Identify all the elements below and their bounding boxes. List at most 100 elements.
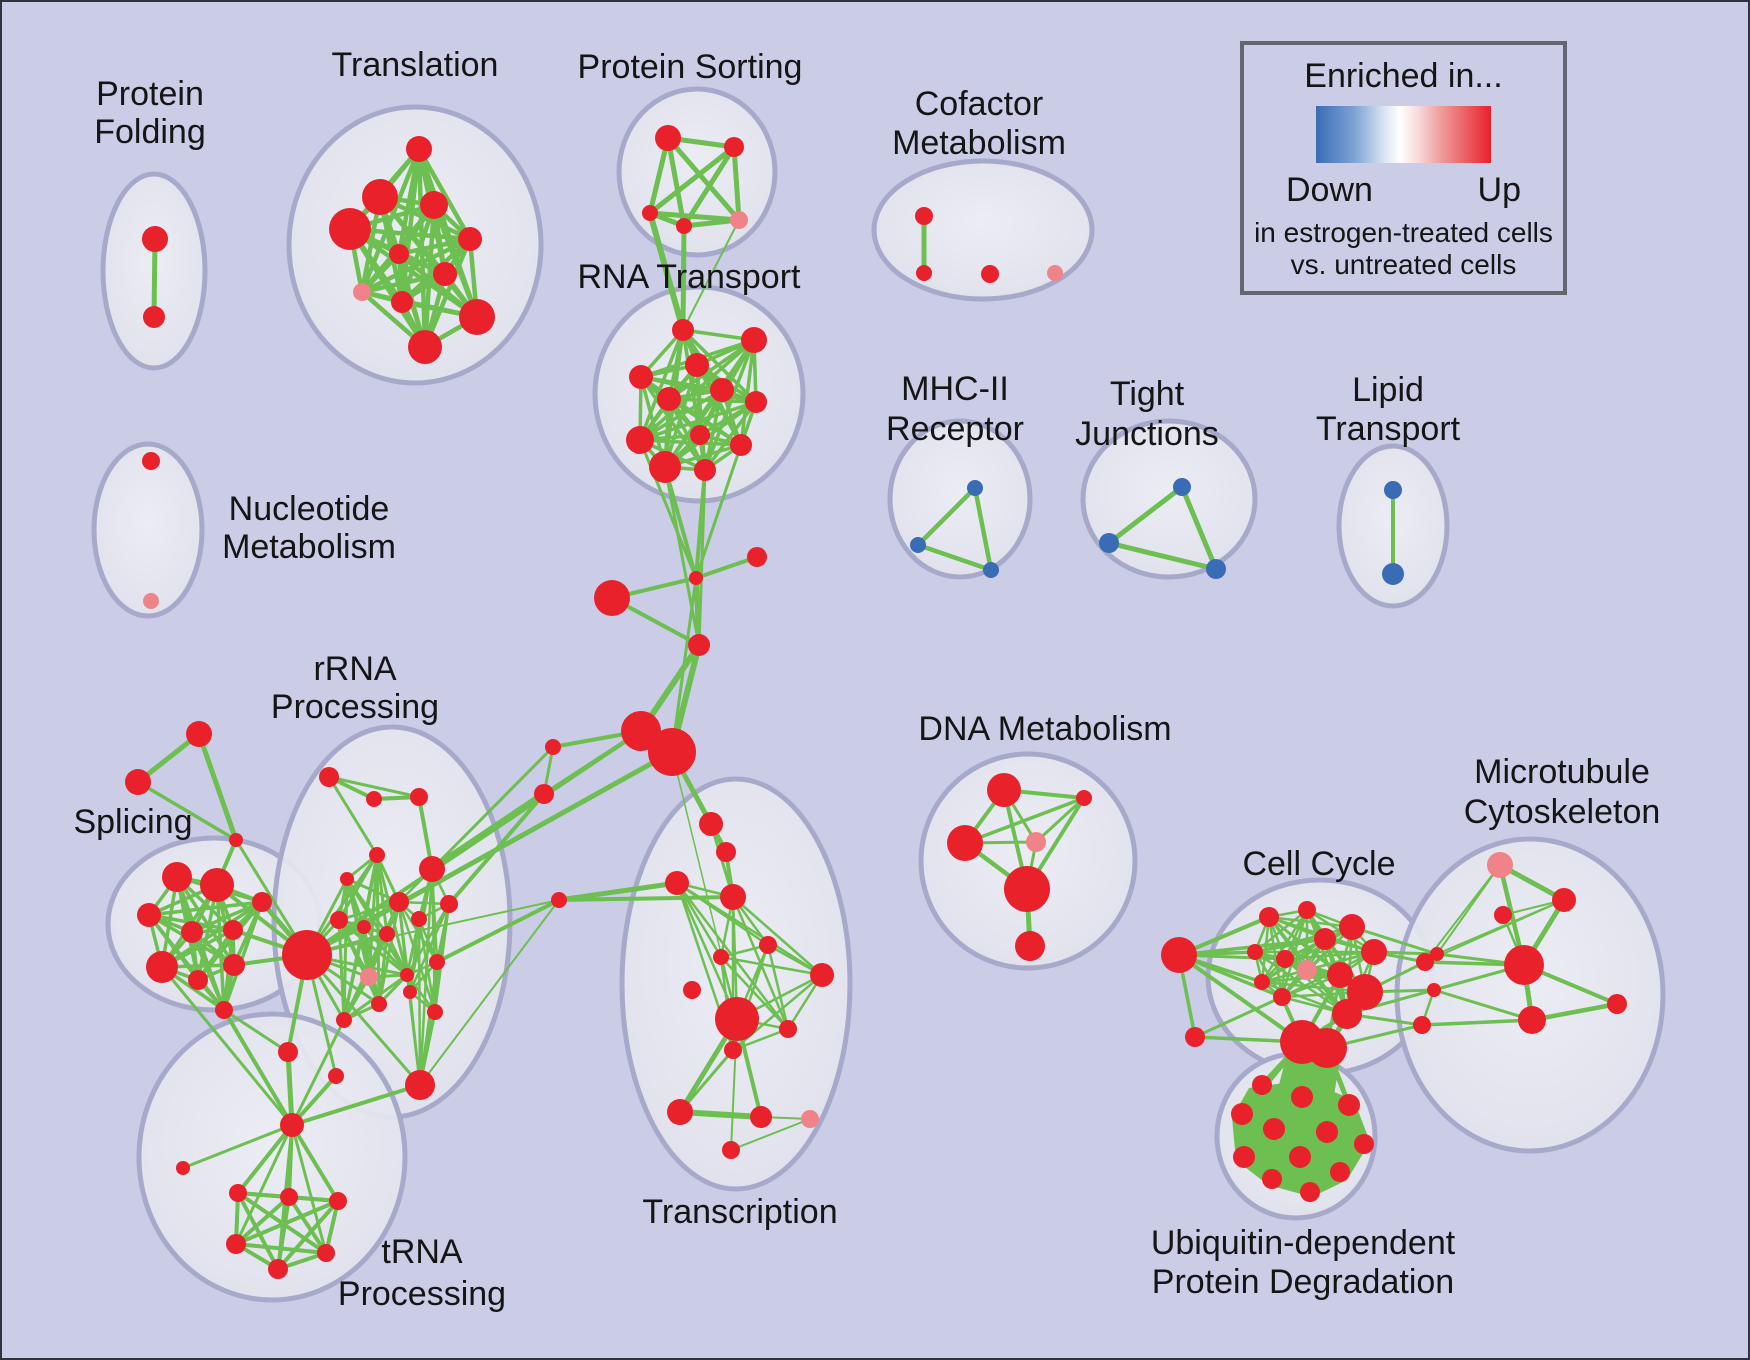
network-node-x2 (716, 842, 736, 862)
network-node-b6 (648, 728, 696, 776)
network-edge (963, 796, 1086, 845)
network-node-j3 (1206, 559, 1226, 579)
network-edge (675, 881, 723, 959)
network-edge (639, 375, 758, 404)
network-node-v11 (1262, 1169, 1282, 1189)
network-node-v12 (1300, 1182, 1320, 1202)
network-node-t6 (389, 244, 409, 264)
network-edge (222, 900, 264, 1012)
network-node-x1 (699, 812, 723, 836)
network-edge (693, 575, 702, 648)
network-node-p10 (215, 1001, 233, 1019)
network-node-u4 (280, 1188, 298, 1206)
network-node-u5 (329, 1192, 347, 1210)
network-node-x6 (713, 949, 729, 965)
network-node-p3 (137, 903, 161, 927)
network-edge (396, 236, 473, 257)
network-node-t3 (420, 191, 448, 219)
network-edge (416, 146, 473, 242)
network-edge (703, 400, 758, 472)
network-edge (1350, 925, 1439, 956)
network-edge (663, 465, 698, 580)
network-node-g22 (405, 1070, 435, 1100)
network-node-r8 (626, 426, 654, 454)
network-node-e2 (1298, 901, 1316, 919)
cluster-label-dna-metabolism: DNA Metabolism (918, 710, 1171, 748)
network-node-q2 (125, 769, 151, 795)
network-node-s2 (724, 137, 744, 157)
network-node-j2 (1099, 533, 1119, 553)
network-node-g12 (360, 968, 378, 986)
network-node-s1 (655, 125, 681, 151)
network-edge (285, 1049, 295, 1128)
network-node-s3 (642, 205, 658, 221)
network-node-g9 (330, 911, 348, 929)
network-node-u6 (226, 1234, 246, 1254)
network-node-v1 (1252, 1075, 1272, 1095)
network-edge (1283, 950, 1376, 961)
legend-down-label: Down (1286, 171, 1373, 209)
network-node-f9 (1413, 1016, 1431, 1034)
network-edge (327, 775, 421, 799)
network-node-q3 (229, 833, 243, 847)
cluster-label-ubiquitin-dependent-protein-degradation: Ubiquitin-dependent Protein Degradation (1151, 1224, 1456, 1301)
cluster-ellipse-cofactor-metabolism (871, 158, 1095, 302)
network-node-p1 (162, 862, 192, 892)
network-node-e10 (1273, 988, 1291, 1006)
network-edge (1106, 540, 1219, 572)
network-node-t2 (362, 179, 398, 215)
network-node-t7 (433, 262, 457, 286)
network-node-v3 (1338, 1094, 1360, 1116)
network-edge (1241, 1113, 1365, 1145)
network-node-g15 (440, 895, 458, 913)
network-edge (236, 1123, 294, 1195)
network-edge (719, 955, 824, 977)
network-node-e7 (1276, 950, 1294, 968)
network-node-g8 (411, 911, 427, 927)
network-node-b4 (688, 634, 710, 656)
network-node-b1 (747, 547, 767, 567)
network-edge (136, 780, 238, 842)
network-node-p6 (252, 892, 272, 912)
network-edge (1177, 953, 1304, 1044)
network-edge (1420, 1018, 1534, 1027)
network-node-n1 (142, 452, 160, 470)
network-node-t1 (406, 136, 432, 162)
network-node-g17 (371, 996, 387, 1012)
cluster-label-protein-folding: Protein Folding (94, 75, 206, 151)
network-edge (915, 485, 978, 548)
network-edge (1271, 1104, 1350, 1180)
cluster-label-rrna-processing: rRNA Processing (271, 650, 439, 726)
network-edge (419, 899, 560, 1086)
cluster-label-rna-transport: RNA Transport (578, 258, 802, 296)
network-node-d1 (987, 773, 1021, 807)
network-node-e11 (1327, 962, 1353, 988)
network-node-g19 (336, 1012, 352, 1028)
network-node-u1 (280, 1113, 304, 1137)
network-node-p9 (223, 954, 245, 976)
network-edge (719, 955, 790, 1031)
network-edge (408, 902, 451, 994)
network-node-u2 (176, 1161, 190, 1175)
network-edge (1177, 953, 1284, 999)
network-edge (234, 1123, 294, 1246)
network-node-c2 (916, 265, 932, 281)
network-node-x7 (810, 963, 834, 987)
network-node-v4 (1231, 1103, 1253, 1125)
network-edge (1271, 1171, 1341, 1180)
network-node-m2 (910, 537, 926, 553)
network-node-r1 (672, 319, 694, 341)
network-node-x14 (801, 1110, 819, 1128)
network-edge (1241, 1104, 1350, 1115)
network-edge (667, 338, 756, 401)
network-node-v7 (1354, 1134, 1374, 1154)
network-edge (638, 438, 698, 580)
network-node-n2 (143, 593, 159, 609)
network-edge (639, 375, 707, 472)
network-edge (405, 902, 451, 977)
network-edge (647, 210, 686, 333)
network-edge (327, 775, 379, 857)
network-edge (408, 990, 422, 1087)
network-node-e0 (1161, 937, 1197, 973)
